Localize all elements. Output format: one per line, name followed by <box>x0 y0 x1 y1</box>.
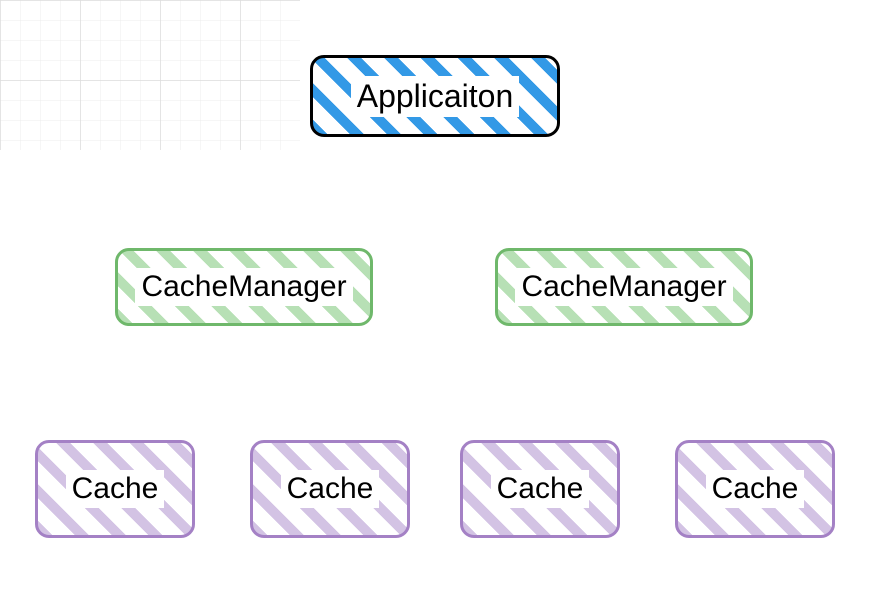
node-label: CacheManager <box>515 268 732 306</box>
node-label: Cache <box>491 470 590 508</box>
grid-background <box>0 0 300 150</box>
node-cache: Cache <box>35 440 195 538</box>
node-label: CacheManager <box>135 268 352 306</box>
node-label: Cache <box>706 470 805 508</box>
node-label: Applicaiton <box>351 76 520 117</box>
node-cache-manager: CacheManager <box>115 248 373 326</box>
diagram-canvas: Applicaiton CacheManager CacheManager Ca… <box>0 0 870 610</box>
node-cache: Cache <box>250 440 410 538</box>
node-cache: Cache <box>675 440 835 538</box>
node-label: Cache <box>66 470 165 508</box>
node-label: Cache <box>281 470 380 508</box>
node-application: Applicaiton <box>310 55 560 137</box>
node-cache: Cache <box>460 440 620 538</box>
node-cache-manager: CacheManager <box>495 248 753 326</box>
